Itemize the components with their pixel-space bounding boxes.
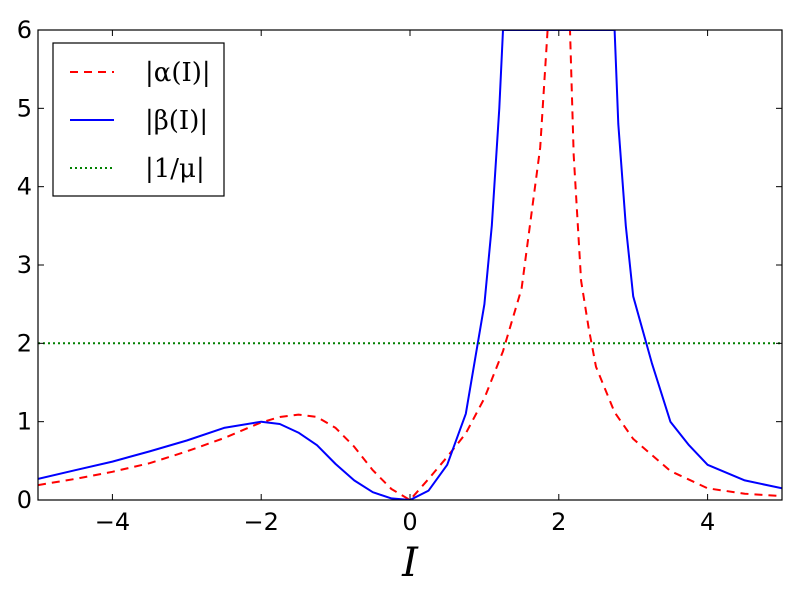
x-axis-title: I: [401, 540, 419, 586]
series-line-0: [38, 30, 782, 500]
x-tick-label: 2: [551, 508, 566, 536]
x-tick-label: 0: [402, 508, 417, 536]
y-tick-label: 4: [17, 173, 32, 201]
y-tick-label: 5: [17, 94, 32, 122]
y-tick-label: 1: [17, 408, 32, 436]
legend-label-1: |β(I)|: [145, 106, 208, 136]
legend-label-2: |1/μ|: [145, 154, 205, 184]
tick-layer: −4 −2 0 2 4 0 1 2 3 4 5 6: [17, 16, 782, 536]
legend: |α(I)| |β(I)| |1/μ|: [52, 42, 225, 197]
x-tick-label: −4: [95, 508, 130, 536]
y-tick-label: 3: [17, 251, 32, 279]
legend-label-0: |α(I)|: [145, 58, 211, 88]
y-tick-label: 6: [17, 16, 32, 44]
y-tick-label: 2: [17, 329, 32, 357]
y-tick-label: 0: [17, 486, 32, 514]
series-line-1: [38, 30, 782, 500]
x-tick-label: 4: [700, 508, 715, 536]
x-tick-label: −2: [244, 508, 279, 536]
series-layer: [38, 30, 782, 500]
